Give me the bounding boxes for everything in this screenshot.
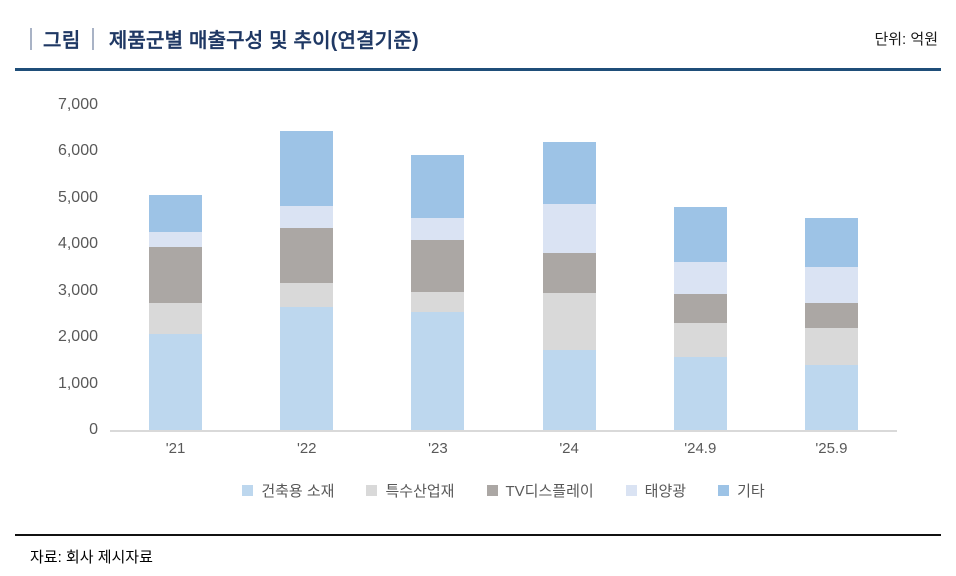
category-label: '23 (428, 440, 448, 457)
bar-segment (149, 246, 203, 304)
unit-label: 단위: 억원 (874, 31, 938, 48)
x-axis-line (110, 430, 897, 432)
bar-segment (411, 155, 465, 219)
bar-segment (542, 142, 596, 205)
bar-segment (280, 228, 334, 284)
figure-tag: 그림 (43, 30, 81, 52)
y-tick-label: 4,000 (57, 235, 98, 253)
stacked-bar-21 (149, 105, 203, 430)
legend-swatch-icon (242, 485, 254, 496)
bar-segment (542, 253, 596, 293)
plot-area (110, 105, 897, 432)
legend: 건축용 소재 특수산업재 TV디스플레이 태양광 기타 (85, 480, 922, 501)
y-axis: 0 1,000 2,000 3,000 4,000 5,000 6,000 7,000 (0, 96, 98, 438)
bars-row (110, 105, 897, 430)
y-tick-label: 2,000 (57, 328, 98, 346)
bar-segment (542, 292, 596, 351)
figure-header: 그림 제품군별 매출구성 및 추이(연결기준) 단위: 억원 (30, 24, 938, 53)
legend-label: 태양광 (644, 483, 687, 500)
y-tick-label: 5,000 (57, 188, 98, 206)
legend-label: TV디스플레이 (505, 483, 594, 500)
bar-segment (542, 204, 596, 254)
source-text: 자료: 회사 제시자료 (30, 549, 153, 566)
bar-slot (504, 105, 635, 430)
header-rule (15, 68, 941, 71)
bar-segment (280, 131, 334, 206)
legend-item: 특수산업재 (366, 480, 455, 501)
bar-segment (411, 239, 465, 293)
figure-title: 제품군별 매출구성 및 추이(연결기준) (108, 30, 419, 52)
bar-segment (149, 231, 203, 247)
bar-segment (411, 218, 465, 240)
stacked-bar-25.9 (804, 105, 858, 430)
bar-segment (149, 303, 203, 335)
category-label: '25.9 (815, 440, 848, 457)
category-label: '24 (559, 440, 579, 457)
legend-swatch-icon (366, 485, 378, 496)
bar-slot (241, 105, 372, 430)
bar-segment (673, 261, 727, 294)
legend-item: 태양광 (625, 480, 687, 501)
bar-segment (411, 312, 465, 430)
legend-item: 기타 (718, 480, 765, 501)
legend-label: 기타 (737, 483, 765, 500)
bar-segment (149, 334, 203, 430)
y-tick-label: 3,000 (57, 281, 98, 299)
bar-segment (280, 283, 334, 307)
category-label: '24.9 (684, 440, 717, 457)
bar-segment (804, 365, 858, 430)
bar-segment (673, 322, 727, 357)
bar-segment (804, 266, 858, 304)
legend-item: 건축용 소재 (242, 480, 334, 501)
bar-slot (110, 105, 241, 430)
category-axis: '21 '22 '23 '24 '24.9 '25.9 (110, 440, 897, 457)
y-tick-label: 1,000 (57, 374, 98, 392)
bar-segment (804, 218, 858, 267)
legend-label: 건축용 소재 (261, 483, 335, 500)
stacked-bar-24 (542, 105, 596, 430)
bar-segment (804, 303, 858, 328)
figure-title-group: 그림 제품군별 매출구성 및 추이(연결기준) (30, 24, 419, 53)
bar-slot (372, 105, 503, 430)
legend-label: 특수산업재 (385, 483, 455, 500)
bar-slot (766, 105, 897, 430)
y-tick-label: 7,000 (57, 96, 98, 113)
bar-segment (673, 356, 727, 430)
bar-segment (411, 292, 465, 313)
stacked-bar-23 (411, 105, 465, 430)
stacked-bar-24.9 (673, 105, 727, 430)
category-label: '22 (296, 440, 317, 457)
bar-segment (149, 195, 203, 232)
stacked-bar-22 (280, 105, 334, 430)
bar-segment (804, 327, 858, 365)
title-divider-bar-right (91, 27, 94, 50)
bar-segment (280, 306, 334, 430)
legend-item: TV디스플레이 (486, 480, 594, 501)
category-label: '21 (165, 440, 186, 457)
title-divider-bar-left (30, 27, 32, 50)
y-tick-label: 0 (89, 421, 98, 438)
bar-segment (542, 350, 596, 430)
bar-segment (280, 205, 334, 229)
bar-slot (635, 105, 766, 430)
legend-swatch-icon (625, 485, 637, 496)
footer-rule (15, 534, 941, 536)
bar-segment (673, 293, 727, 323)
legend-swatch-icon (718, 485, 730, 496)
y-tick-label: 6,000 (57, 142, 98, 160)
bar-segment (673, 207, 727, 262)
legend-swatch-icon (486, 485, 498, 496)
